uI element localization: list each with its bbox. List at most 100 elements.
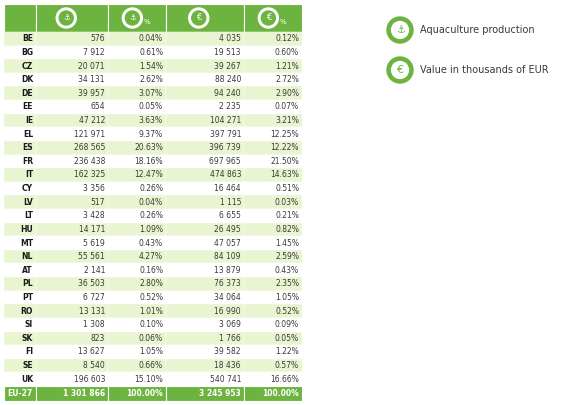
Bar (4, 32, 36, 46)
Text: 1 301 866: 1 301 866 (63, 389, 105, 398)
Bar (36, 223, 108, 236)
Text: 0.60%: 0.60% (275, 48, 299, 57)
Bar (166, 141, 244, 155)
Bar (108, 291, 166, 304)
Text: 0.61%: 0.61% (139, 48, 163, 57)
Text: ⚓: ⚓ (129, 13, 136, 23)
Text: 8 540: 8 540 (83, 361, 105, 370)
Text: 34 064: 34 064 (214, 293, 241, 302)
Text: 1.22%: 1.22% (275, 347, 299, 356)
Text: 16.66%: 16.66% (270, 375, 299, 384)
Text: 3 069: 3 069 (219, 320, 241, 329)
Text: 396 739: 396 739 (209, 143, 241, 152)
Bar (4, 332, 36, 345)
Text: 9.37%: 9.37% (139, 130, 163, 139)
Bar (244, 372, 302, 386)
Text: Aquaculture production: Aquaculture production (420, 25, 535, 35)
Bar (166, 386, 244, 401)
Text: 4 035: 4 035 (219, 34, 241, 43)
Bar (108, 46, 166, 59)
Bar (108, 345, 166, 359)
Circle shape (123, 8, 142, 28)
Bar (36, 359, 108, 372)
Text: 3 356: 3 356 (83, 184, 105, 193)
Bar (108, 155, 166, 168)
Bar (166, 318, 244, 332)
Bar (108, 264, 166, 277)
Text: 3 428: 3 428 (83, 211, 105, 220)
Bar (4, 86, 36, 100)
Bar (36, 195, 108, 209)
Bar (4, 304, 36, 318)
Text: 268 565: 268 565 (74, 143, 105, 152)
Text: 0.07%: 0.07% (275, 102, 299, 111)
Bar (166, 86, 244, 100)
Bar (108, 277, 166, 291)
Text: 18.16%: 18.16% (135, 157, 163, 166)
Text: 4.27%: 4.27% (139, 252, 163, 261)
Bar (244, 359, 302, 372)
Bar (244, 155, 302, 168)
Bar (166, 155, 244, 168)
Bar (4, 195, 36, 209)
Bar (244, 141, 302, 155)
Text: 540 741: 540 741 (210, 375, 241, 384)
Text: 0.04%: 0.04% (139, 34, 163, 43)
Bar (244, 277, 302, 291)
Text: 0.51%: 0.51% (275, 184, 299, 193)
Bar (244, 223, 302, 236)
Bar (36, 182, 108, 195)
Text: 21.50%: 21.50% (270, 157, 299, 166)
Bar (36, 4, 108, 32)
Text: %: % (279, 19, 286, 25)
Text: FI: FI (25, 347, 33, 356)
Text: 84 109: 84 109 (214, 252, 241, 261)
Bar (108, 359, 166, 372)
Text: 0.43%: 0.43% (139, 239, 163, 247)
Bar (244, 304, 302, 318)
Circle shape (387, 17, 413, 43)
Bar (166, 168, 244, 182)
Bar (108, 372, 166, 386)
Text: PL: PL (22, 279, 33, 288)
Bar (4, 264, 36, 277)
Text: 0.52%: 0.52% (139, 293, 163, 302)
Bar (166, 59, 244, 73)
Bar (166, 127, 244, 141)
Text: 0.16%: 0.16% (139, 266, 163, 275)
Text: 0.05%: 0.05% (275, 334, 299, 343)
Text: 654: 654 (91, 102, 105, 111)
Text: 39 582: 39 582 (214, 347, 241, 356)
Bar (36, 250, 108, 264)
Bar (244, 318, 302, 332)
Bar (108, 100, 166, 114)
Text: ⚓: ⚓ (396, 25, 404, 35)
Text: SI: SI (25, 320, 33, 329)
Bar (166, 100, 244, 114)
Bar (36, 277, 108, 291)
Text: 0.66%: 0.66% (139, 361, 163, 370)
Bar (166, 304, 244, 318)
Text: 36 503: 36 503 (78, 279, 105, 288)
Text: €: € (397, 65, 404, 75)
Text: 13 131: 13 131 (79, 307, 105, 315)
Bar (108, 86, 166, 100)
Text: 0.52%: 0.52% (275, 307, 299, 315)
Text: 1 308: 1 308 (83, 320, 105, 329)
Text: BE: BE (22, 34, 33, 43)
Bar (244, 168, 302, 182)
Bar (244, 73, 302, 86)
Text: SE: SE (22, 361, 33, 370)
Text: 3.63%: 3.63% (139, 116, 163, 125)
Bar (36, 127, 108, 141)
Text: 196 603: 196 603 (74, 375, 105, 384)
Bar (108, 223, 166, 236)
Bar (36, 73, 108, 86)
Text: 94 240: 94 240 (214, 89, 241, 98)
Bar (108, 141, 166, 155)
Text: 14.63%: 14.63% (270, 171, 299, 179)
Text: DE: DE (22, 89, 33, 98)
Text: 15.10%: 15.10% (135, 375, 163, 384)
Bar (166, 195, 244, 209)
Text: 104 271: 104 271 (210, 116, 241, 125)
